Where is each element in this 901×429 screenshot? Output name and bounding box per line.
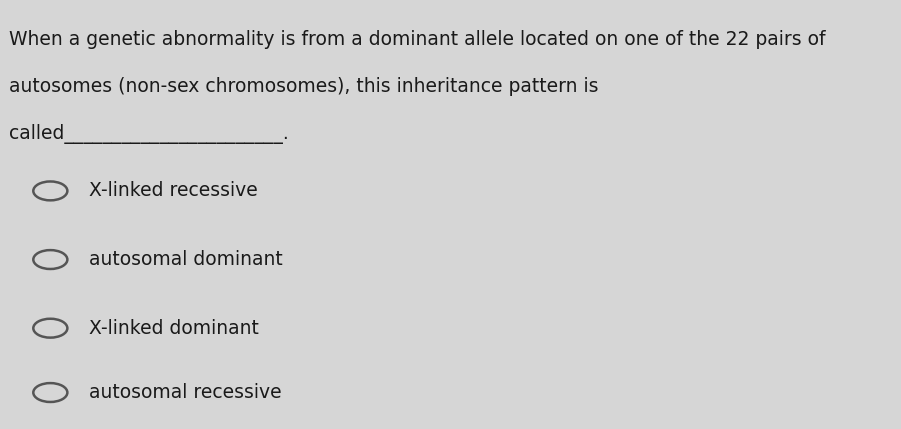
Circle shape [33,383,68,402]
Text: X-linked recessive: X-linked recessive [89,181,258,200]
Text: When a genetic abnormality is from a dominant allele located on one of the 22 pa: When a genetic abnormality is from a dom… [9,30,826,49]
Text: autosomal dominant: autosomal dominant [89,250,283,269]
Text: called_______________________.: called_______________________. [9,124,289,145]
Circle shape [33,319,68,338]
Text: X-linked dominant: X-linked dominant [89,319,259,338]
Circle shape [33,181,68,200]
Text: autosomal recessive: autosomal recessive [89,383,282,402]
Text: autosomes (non-sex chromosomes), this inheritance pattern is: autosomes (non-sex chromosomes), this in… [9,77,599,96]
Circle shape [33,250,68,269]
